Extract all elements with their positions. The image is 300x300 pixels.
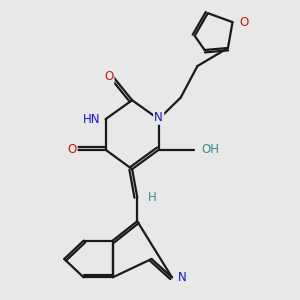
Text: O: O [240,16,249,28]
Text: HN: HN [83,112,100,126]
Text: OH: OH [202,143,220,156]
Text: N: N [178,271,187,284]
Text: O: O [104,70,113,83]
Text: H: H [147,191,156,204]
Text: N: N [154,111,163,124]
Text: O: O [67,143,76,156]
